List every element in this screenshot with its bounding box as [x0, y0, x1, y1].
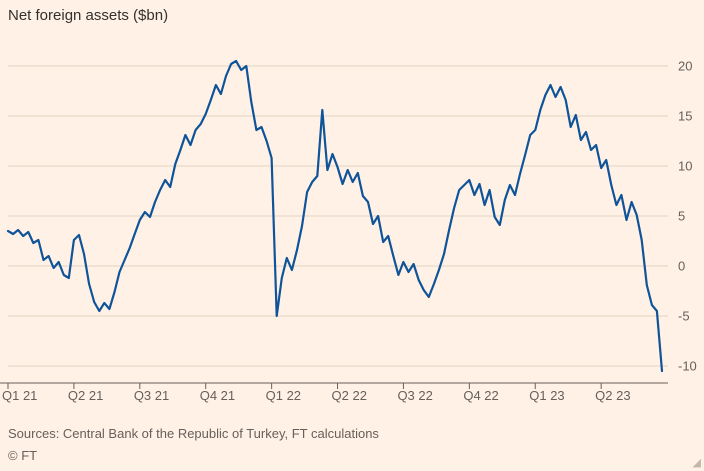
resize-corner-icon: ◢ — [692, 457, 701, 469]
y-axis-tick-label: 15 — [678, 109, 692, 124]
y-axis-tick-label: -5 — [678, 309, 690, 324]
y-axis-tick-label: 5 — [678, 209, 685, 224]
x-axis-tick-label: Q1 23 — [529, 388, 564, 403]
x-axis-tick-label: Q3 21 — [134, 388, 169, 403]
y-axis-tick-label: -10 — [678, 359, 697, 374]
line-chart: -10 -5 0 5 10 15 20 Q1 21 Q2 21 Q3 21 Q4 21 Q1 22 Q2… — [0, 59, 697, 403]
y-axis-tick-label: 20 — [678, 59, 692, 74]
x-axis-tick-label: Q3 22 — [397, 388, 432, 403]
ft-copyright: © FT — [8, 448, 38, 463]
y-axis-tick-label: 0 — [678, 259, 685, 274]
x-axis-tick-label: Q4 22 — [463, 388, 498, 403]
source-note: Sources: Central Bank of the Republic of… — [8, 426, 379, 441]
x-axis-tick-label: Q2 21 — [68, 388, 103, 403]
y-axis-tick-label: 10 — [678, 159, 692, 174]
x-axis-tick-label: Q1 21 — [2, 388, 37, 403]
x-axis-tick-label: Q1 22 — [266, 388, 301, 403]
net-foreign-assets-line — [6, 59, 664, 373]
x-axis-tick-label: Q2 23 — [595, 388, 630, 403]
chart-title: Net foreign assets ($bn) — [8, 7, 169, 24]
x-axis-tick-label: Q4 21 — [200, 388, 235, 403]
x-axis-tick-label: Q2 22 — [332, 388, 367, 403]
